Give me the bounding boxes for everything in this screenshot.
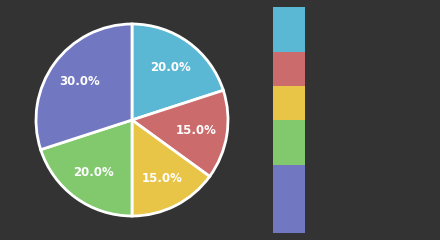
Text: 30.0%: 30.0%: [59, 75, 99, 88]
Text: 20.0%: 20.0%: [73, 166, 114, 179]
Bar: [273, 86, 305, 120]
Text: 15.0%: 15.0%: [176, 124, 217, 137]
Bar: [273, 7, 305, 52]
Bar: [273, 165, 305, 233]
Bar: [273, 120, 305, 165]
Wedge shape: [132, 90, 228, 176]
Text: 20.0%: 20.0%: [150, 61, 191, 74]
Bar: [273, 52, 305, 86]
Text: 15.0%: 15.0%: [141, 172, 182, 185]
Wedge shape: [132, 24, 224, 120]
Wedge shape: [36, 24, 132, 150]
Wedge shape: [40, 120, 132, 216]
Wedge shape: [132, 120, 210, 216]
